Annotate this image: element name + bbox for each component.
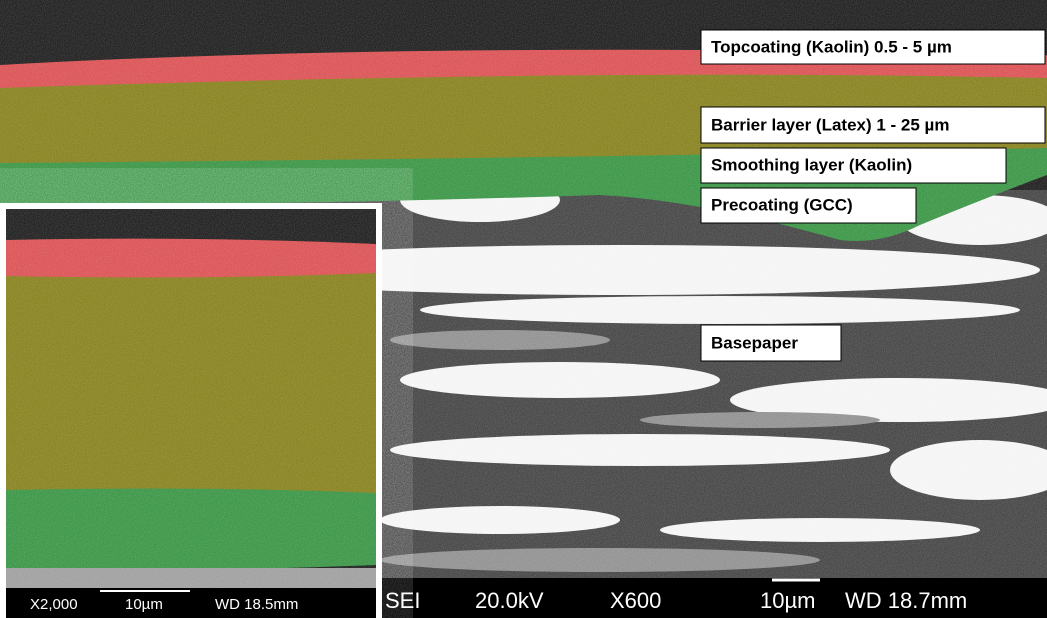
label-barrier: Barrier layer (Latex) 1 - 25 µm (711, 115, 949, 134)
page: SEI 20.0kV X600 10µm WD 18.7mm X2,000 10… (0, 0, 1047, 618)
label-precoating: Precoating (GCC) (711, 195, 853, 214)
label-topcoating: Topcoating (Kaolin) 0.5 - 5 µm (711, 37, 952, 56)
main-working-distance: WD 18.7mm (845, 588, 967, 613)
inset-texture (6, 209, 376, 618)
label-smoothing: Smoothing layer (Kaolin) (711, 155, 912, 174)
main-detector: SEI (385, 588, 420, 613)
inset-magnification: X2,000 (30, 596, 78, 613)
inset: X2,000 10µm WD 18.5mm (0, 203, 382, 618)
micrograph: SEI 20.0kV X600 10µm WD 18.7mm X2,000 10… (0, 0, 1047, 618)
inset-working-distance: WD 18.5mm (215, 596, 298, 613)
main-scale-label: 10µm (760, 588, 815, 613)
label-basepaper: Basepaper (711, 333, 798, 352)
main-voltage: 20.0kV (475, 588, 544, 613)
main-magnification: X600 (610, 588, 661, 613)
inset-scale-label: 10µm (125, 596, 163, 613)
